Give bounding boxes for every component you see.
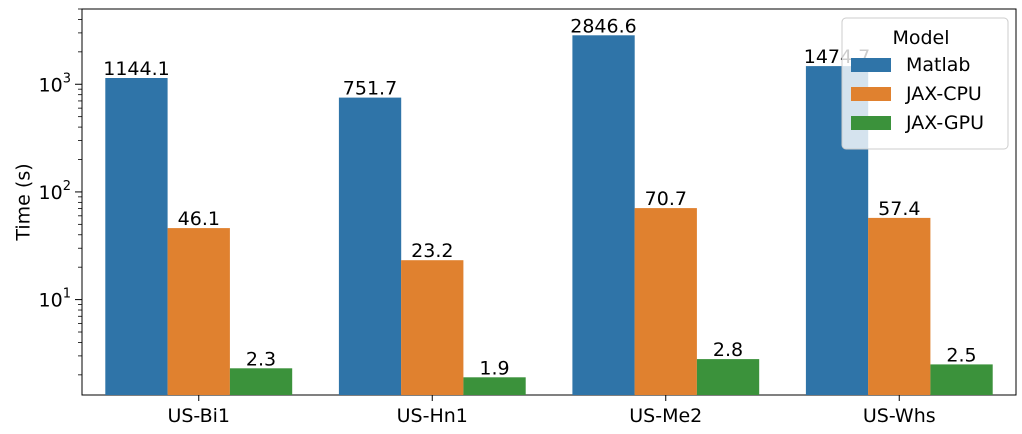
bar-jax-gpu-us-me2 — [696, 359, 760, 395]
x-axis: US-Bi1 US-Hn1 US-Me2 US-Whs — [167, 395, 936, 427]
legend-label-jax-gpu: JAX-GPU — [905, 112, 984, 134]
legend: Model Matlab JAX-CPU JAX-GPU — [841, 17, 1009, 150]
bar-matlab-us-bi1 — [105, 78, 168, 395]
bar-value-label: 751.7 — [343, 78, 397, 100]
bar-jax-gpu-us-bi1 — [229, 368, 293, 395]
legend-swatch-matlab — [851, 58, 891, 72]
bar-matlab-us-me2 — [572, 35, 635, 396]
x-tick-label: US-Whs — [863, 405, 936, 427]
bar-jax-cpu-us-whs — [868, 217, 931, 395]
bar-jax-cpu-us-hn1 — [401, 260, 464, 395]
x-tick-label: US-Me2 — [629, 405, 702, 427]
bar-jax-gpu-us-whs — [930, 364, 993, 395]
bar-value-label: 1.9 — [479, 357, 509, 379]
legend-label-jax-cpu: JAX-CPU — [905, 83, 982, 105]
bars-group — [105, 35, 993, 396]
y-axis-title: Time (s) — [13, 163, 35, 241]
y-axis: 101 102 103 — [39, 8, 82, 376]
legend-label-matlab: Matlab — [906, 54, 970, 76]
bar-value-label: 23.2 — [411, 240, 453, 262]
x-tick-label: US-Bi1 — [167, 405, 230, 427]
y-tick-label: 102 — [39, 179, 71, 204]
y-tick-label: 103 — [39, 71, 71, 96]
legend-swatch-jax-gpu — [851, 116, 891, 130]
bar-jax-gpu-us-hn1 — [463, 377, 526, 395]
bar-value-label: 57.4 — [878, 198, 920, 220]
legend-title: Model — [892, 27, 949, 49]
bar-value-label: 46.1 — [178, 208, 220, 230]
bar-value-label: 2.5 — [946, 344, 976, 366]
bar-jax-cpu-us-me2 — [634, 208, 697, 395]
bar-value-label: 70.7 — [645, 188, 687, 210]
bar-value-label: 2846.6 — [570, 15, 636, 37]
bar-matlab-us-hn1 — [338, 97, 402, 395]
bar-value-label: 1144.1 — [103, 58, 169, 80]
x-tick-label: US-Hn1 — [397, 405, 468, 427]
legend-swatch-jax-cpu — [851, 87, 891, 101]
bar-value-label: 2.3 — [246, 348, 276, 370]
bar-jax-cpu-us-bi1 — [167, 228, 230, 395]
y-tick-label: 101 — [39, 287, 71, 312]
bar-labels-group: 1144.146.12.3751.723.21.92846.670.72.814… — [103, 15, 976, 379]
bar-value-label: 2.8 — [713, 339, 743, 361]
